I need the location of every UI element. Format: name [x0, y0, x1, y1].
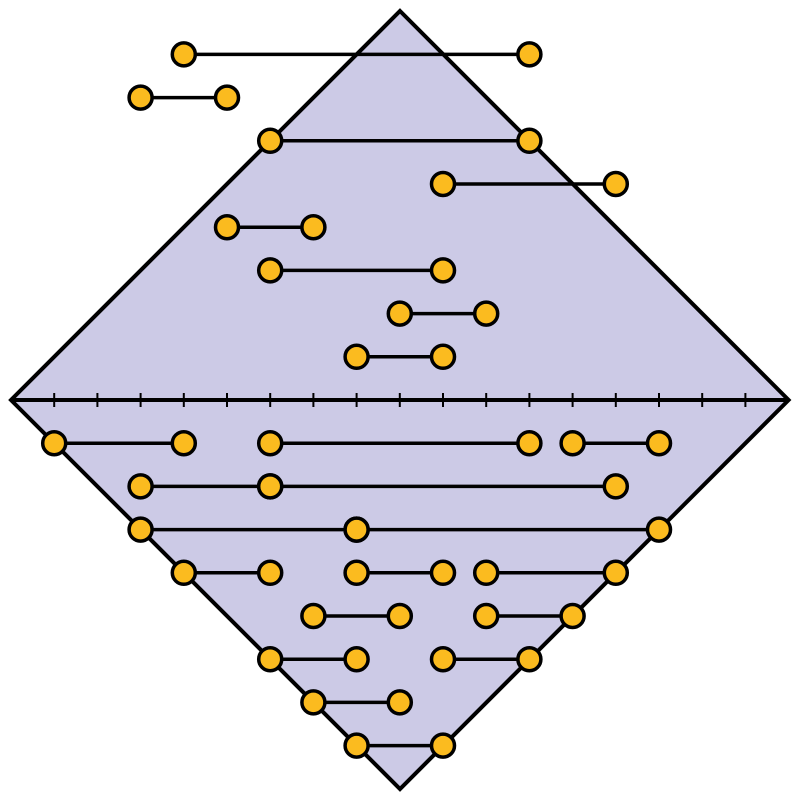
- lower-interval-endpoint: [40, 429, 68, 457]
- upper-interval-endpoint: [256, 257, 284, 284]
- lower-interval-endpoint: [127, 516, 154, 543]
- lower-interval-endpoint: [472, 559, 500, 587]
- lower-interval-endpoint: [559, 429, 586, 457]
- lower-interval-endpoint: [256, 429, 284, 457]
- lower-interval-endpoint: [516, 645, 543, 673]
- lower-interval-endpoint: [386, 689, 414, 716]
- lower-interval-endpoint: [645, 429, 673, 457]
- number-axis: [11, 393, 789, 407]
- upper-interval-endpoint: [602, 170, 630, 198]
- lower-interval-endpoint: [472, 602, 500, 630]
- upper-interval-endpoint: [472, 300, 500, 327]
- lower-interval-endpoint: [602, 473, 630, 500]
- upper-interval-endpoint: [429, 170, 457, 198]
- upper-interval-endpoint: [256, 127, 284, 155]
- lower-interval-endpoint: [559, 602, 586, 630]
- lower-interval-endpoint: [429, 559, 457, 587]
- upper-interval-endpoint: [429, 343, 457, 371]
- lower-interval-endpoint: [256, 559, 284, 587]
- lower-interval-endpoint: [602, 559, 630, 587]
- lower-interval-endpoint: [343, 645, 370, 673]
- lower-interval-endpoint: [256, 645, 284, 673]
- upper-interval-endpoint: [429, 257, 457, 284]
- axis-ticks: [53, 393, 747, 407]
- upper-interval-endpoint: [300, 213, 327, 241]
- lower-interval-endpoint: [170, 559, 198, 587]
- upper-interval-endpoint: [516, 127, 543, 155]
- upper-interval-endpoint: [386, 300, 414, 327]
- upper-interval-endpoint: [127, 84, 154, 111]
- lower-interval-endpoint: [300, 689, 327, 716]
- lower-interval-endpoint: [300, 602, 327, 630]
- upper-interval-endpoint: [213, 84, 241, 111]
- upper-interval-endpoint: [213, 213, 241, 241]
- lower-interval-endpoint: [645, 516, 673, 543]
- lower-interval-endpoint: [516, 429, 543, 457]
- lower-interval-endpoint: [429, 732, 457, 759]
- upper-interval-endpoint: [170, 41, 198, 68]
- lower-interval-endpoint: [256, 473, 284, 500]
- upper-interval-endpoint: [343, 343, 370, 371]
- interval-endpoints: [40, 41, 673, 759]
- lower-interval-endpoint: [343, 516, 370, 543]
- interval-segments: [54, 52, 659, 748]
- lower-interval-endpoint: [127, 473, 154, 500]
- lower-interval-endpoint: [170, 429, 198, 457]
- lower-interval-endpoint: [386, 602, 414, 630]
- lower-interval-endpoint: [429, 645, 457, 673]
- lower-interval-endpoint: [343, 559, 370, 587]
- lower-interval-endpoint: [343, 732, 370, 759]
- upper-interval-endpoint: [516, 41, 543, 68]
